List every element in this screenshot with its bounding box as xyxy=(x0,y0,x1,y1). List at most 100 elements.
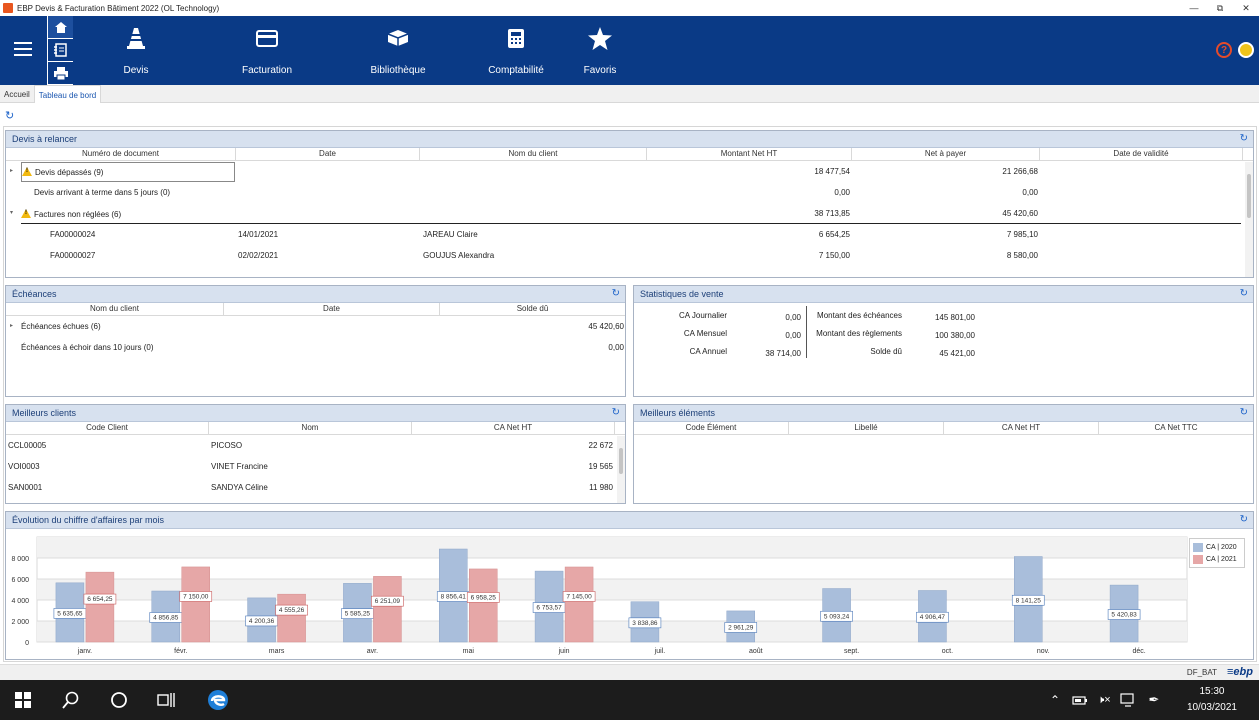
table-row[interactable]: CCL00005 PICOSO 22 672 xyxy=(6,435,625,456)
column-header[interactable]: Nom xyxy=(209,422,412,434)
tab-accueil[interactable]: Accueil xyxy=(4,90,30,99)
collapse-icon[interactable]: ▾ xyxy=(10,210,14,216)
group-row[interactable]: Échéances à échoir dans 10 jours (0) 0,0… xyxy=(6,337,625,358)
stat-value: 0,00 xyxy=(785,313,801,322)
module-devis[interactable]: Devis xyxy=(116,16,156,85)
column-header[interactable]: Libellé xyxy=(789,422,944,434)
module-label: Devis xyxy=(123,65,149,76)
module-bibliotheque[interactable]: Bibliothèque xyxy=(368,16,428,85)
refresh-icon[interactable]: ↻ xyxy=(1239,288,1248,299)
group-row[interactable]: ▸ Devis dépassés (9) 18 477,54 21 266,68 xyxy=(6,161,1253,182)
column-header[interactable]: Numéro de document xyxy=(6,148,236,160)
column-header[interactable]: Solde dû xyxy=(516,304,549,313)
menu-icon[interactable] xyxy=(14,42,32,60)
card-icon xyxy=(256,16,278,60)
legend-label: CA | 2020 xyxy=(1206,543,1237,551)
contacts-icon[interactable] xyxy=(48,39,73,62)
expand-icon[interactable]: ▸ xyxy=(10,323,14,329)
legend-item: CA | 2020 xyxy=(1193,541,1241,553)
client-name: VINET Francine xyxy=(211,462,268,471)
print-icon[interactable] xyxy=(48,62,73,85)
cortana-icon[interactable] xyxy=(109,690,129,710)
montant-ht: 38 713,85 xyxy=(814,209,850,218)
column-header[interactable]: Net à payer xyxy=(852,148,1040,160)
home-icon[interactable] xyxy=(48,16,73,39)
stat-label: Montant des règlements xyxy=(816,329,902,338)
group-label: Échéances échues (6) xyxy=(21,322,101,331)
app-logo-icon xyxy=(3,3,13,13)
column-header[interactable]: CA Net TTC xyxy=(1154,423,1198,432)
refresh-icon[interactable]: ↻ xyxy=(1239,133,1248,144)
group-row[interactable]: ▸ Échéances échues (6) 45 420,60 xyxy=(6,316,625,337)
refresh-icon[interactable]: ↻ xyxy=(611,288,620,299)
network-icon[interactable] xyxy=(1120,690,1136,710)
battery-icon[interactable] xyxy=(1072,690,1088,710)
table-row[interactable]: VOI0003 VINET Francine 19 565 xyxy=(6,456,625,477)
system-clock[interactable]: 15:30 10/03/2021 xyxy=(1187,684,1237,716)
maximize-button[interactable]: ⧉ xyxy=(1216,2,1224,13)
close-button[interactable]: ✕ xyxy=(1242,2,1250,13)
cone-icon xyxy=(126,16,146,60)
stat-label: CA Mensuel xyxy=(683,329,727,338)
vertical-scrollbar[interactable] xyxy=(1245,162,1253,277)
module-favoris[interactable]: Favoris xyxy=(580,16,620,85)
client-name: JAREAU Claire xyxy=(423,230,478,239)
group-label: Échéances à échoir dans 10 jours (0) xyxy=(21,343,154,352)
tab-tableau-de-bord[interactable]: Tableau de bord xyxy=(33,85,102,103)
data-label: 6 753,57 xyxy=(536,605,562,612)
pen-icon[interactable]: ✒ xyxy=(1148,692,1160,707)
x-tick-label: mars xyxy=(269,648,285,655)
refresh-icon[interactable]: ↻ xyxy=(5,110,15,122)
module-facturation[interactable]: Facturation xyxy=(237,16,297,85)
tab-bar: Accueil Tableau de bord xyxy=(0,85,1259,103)
clock-date: 10/03/2021 xyxy=(1186,702,1237,713)
data-label: 8 856,41 xyxy=(441,594,467,601)
database-name: DF_BAT xyxy=(1186,668,1217,677)
volume-muted-icon[interactable]: 🕨× xyxy=(1097,693,1111,706)
edge-browser-icon[interactable] xyxy=(206,690,230,710)
minimize-button[interactable]: — xyxy=(1189,3,1199,13)
y-tick-label: 6 000 xyxy=(11,577,29,584)
help-icon[interactable]: ? xyxy=(1216,42,1232,58)
column-header[interactable]: Code Élément xyxy=(634,422,789,434)
chevron-up-icon[interactable]: ⌃ xyxy=(1049,693,1061,707)
column-header[interactable]: Date de validité xyxy=(1040,148,1243,160)
module-comptabilite[interactable]: Comptabilité xyxy=(486,16,546,85)
column-header[interactable]: CA Net HT xyxy=(944,422,1099,434)
montant-ht: 6 654,25 xyxy=(818,230,850,239)
bar xyxy=(373,576,402,643)
refresh-icon[interactable]: ↻ xyxy=(1239,407,1248,418)
bar xyxy=(564,566,594,643)
x-tick-label: nov. xyxy=(1037,648,1050,655)
column-header[interactable]: Nom du client xyxy=(420,148,647,160)
group-row[interactable]: ▾ Factures non réglées (6) 38 713,85 45 … xyxy=(10,203,1241,224)
doc-number: FA00000027 xyxy=(50,251,96,260)
table-row[interactable]: FA00000027 02/02/2021 GOUJUS Alexandra 7… xyxy=(6,245,1253,266)
user-account-icon[interactable] xyxy=(1238,42,1254,58)
data-label-box xyxy=(1107,609,1141,620)
vertical-scrollbar[interactable] xyxy=(617,436,625,503)
column-header[interactable]: Date xyxy=(224,303,440,315)
task-view-icon[interactable] xyxy=(156,690,176,710)
column-header[interactable]: Montant Net HT xyxy=(647,148,852,160)
net-a-payer: 8 580,00 xyxy=(1006,251,1038,260)
expand-icon[interactable]: ▸ xyxy=(10,168,14,174)
y-tick-label: 4 000 xyxy=(11,598,29,605)
column-header[interactable]: Code Client xyxy=(6,422,209,434)
client-code: VOI0003 xyxy=(8,462,40,471)
table-row[interactable]: FA00000024 14/01/2021 JAREAU Claire 6 65… xyxy=(6,224,1253,245)
x-tick-label: oct. xyxy=(942,648,953,655)
bar xyxy=(469,568,498,643)
group-row[interactable]: Devis arrivant à terme dans 5 jours (0) … xyxy=(6,182,1253,203)
search-icon[interactable] xyxy=(61,690,81,710)
column-header[interactable]: Nom du client xyxy=(6,303,224,315)
column-header[interactable]: Date xyxy=(236,148,420,160)
group-label: Devis arrivant à terme dans 5 jours (0) xyxy=(34,188,171,197)
table-row[interactable]: SAN0001 SANDYA Céline 11 980 xyxy=(6,477,625,498)
column-header[interactable]: CA Net HT xyxy=(412,422,615,434)
refresh-icon[interactable]: ↻ xyxy=(611,407,620,418)
stat-value: 145 801,00 xyxy=(934,313,975,322)
refresh-icon[interactable]: ↻ xyxy=(1239,514,1248,525)
windows-start-icon[interactable] xyxy=(14,690,32,710)
client-code: SAN0001 xyxy=(8,483,43,492)
